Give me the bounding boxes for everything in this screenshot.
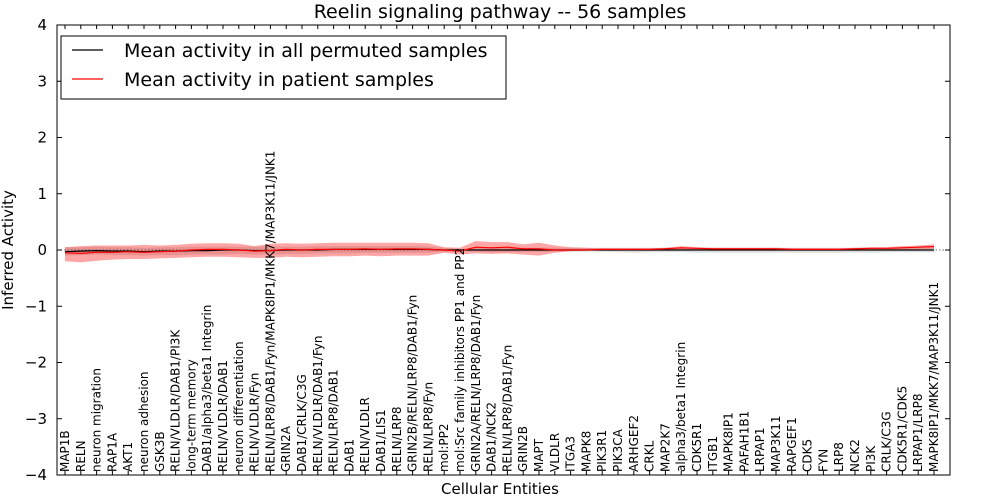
category-label: DAB1/alpha3/beta1 Integrin (200, 305, 214, 472)
category-label: PIK3CA (611, 428, 625, 472)
category-label: CDK5R1/CDK5 (895, 386, 909, 472)
category-label: RELN/VLDLR/DAB1 (216, 360, 230, 472)
category-label: DAB1/NCK2 (485, 402, 499, 472)
y-tick-label: 1 (37, 185, 47, 203)
y-tick-label: −3 (25, 410, 47, 428)
category-label: RELN/LRP8 (390, 406, 404, 472)
y-tick-label: 2 (37, 129, 47, 147)
category-label: GRIN2A/RELN/LRP8/DAB1/Fyn (469, 295, 483, 472)
category-labels: MAP1B RELN neuron migration RAP1A AKT1 neuron… (58, 151, 941, 472)
y-tick-label: 4 (37, 16, 47, 34)
category-label: neuron adhesion (137, 371, 151, 472)
category-label: mol:Src family inhibitors PP1 and PP2 (453, 248, 467, 472)
category-label: MAPK8 (579, 431, 593, 472)
category-label: FYN (816, 449, 830, 472)
y-tick-label: −4 (25, 466, 47, 484)
category-label: RELN/VLDLR/Fyn (248, 373, 262, 472)
series-line-patient (64, 246, 935, 255)
y-axis-label: Inferred Activity (0, 190, 17, 310)
category-label: PIK3R1 (595, 430, 609, 472)
y-tick-label: 3 (37, 72, 47, 90)
category-label: CDK5 (801, 439, 815, 472)
legend-label-permuted: Mean activity in all permuted samples (124, 40, 487, 62)
y-tick-label: −1 (25, 297, 47, 315)
category-label: AKT1 (121, 442, 135, 472)
category-label: GRIN2B (516, 426, 530, 472)
category-label: RELN/VLDLR/DAB1/PI3K (169, 329, 183, 472)
series-line-permuted (64, 248, 934, 253)
category-label: MAPT (532, 438, 546, 472)
category-label: RELN/VLDLR (358, 397, 372, 472)
plot-area (57, 241, 950, 263)
chart-title: Reelin signaling pathway -- 56 samples (314, 1, 687, 23)
category-label: MAP2K7 (658, 423, 672, 472)
category-label: RELN (74, 440, 88, 472)
category-label: CDK5R1 (690, 423, 704, 472)
category-label: MAPK8IP1/MKK7/MAP3K11/JNK1 (927, 282, 941, 472)
y-axis: −4 −3 −2 −1 0 1 2 3 4 (25, 16, 950, 484)
category-label: MAP1B (58, 430, 72, 472)
category-label: MAP3K11 (769, 415, 783, 472)
category-label: GRIN2A (279, 425, 293, 472)
category-label: CRKL (643, 440, 657, 472)
category-label: long-term memory (184, 359, 198, 472)
category-label: ITGB1 (706, 436, 720, 472)
category-label: MAPK8IP1 (722, 412, 736, 472)
category-label: ARHGEF2 (627, 415, 641, 472)
legend-box (60, 35, 507, 100)
category-label: GSK3B (153, 431, 167, 472)
category-label: alpha3/beta1 Integrin (674, 342, 688, 472)
y-tick-label: −2 (25, 354, 47, 372)
category-label: DAB1/LIS1 (374, 409, 388, 472)
category-label: PI3K (864, 445, 878, 472)
category-label: RAPGEF1 (785, 417, 799, 472)
category-label: CRLK/C3G (880, 411, 894, 472)
category-label: LRPAP1 (753, 427, 767, 472)
category-label: ITGA3 (564, 436, 578, 472)
category-label: mol:PP2 (437, 423, 451, 472)
category-label: RELN/VLDLR/DAB1/Fyn (311, 336, 325, 472)
category-label: RELN/LRP8/DAB1 (327, 369, 341, 472)
category-label: PAFAH1B1 (737, 411, 751, 472)
x-axis-label: Cellular Entities (441, 480, 559, 498)
category-label: LRPAP1/LRP8 (911, 393, 925, 472)
category-label: NCK2 (848, 439, 862, 472)
category-label: RELN/LRP8/DAB1/Fyn/MAPK8IP1/MKK7/MAP3K11… (263, 151, 277, 472)
series-band-patient (65, 241, 934, 263)
category-label: RELN/LRP8/DAB1/Fyn (500, 345, 514, 472)
y-tick-label: 0 (37, 241, 47, 259)
legend: Mean activity in all permuted samples Me… (60, 35, 507, 100)
category-label: DAB1/CRLK/C3G (295, 374, 309, 472)
category-label: RELN/LRP8/Fyn (421, 382, 435, 472)
category-label: RAP1A (105, 432, 119, 472)
legend-label-patient: Mean activity in patient samples (124, 69, 434, 91)
category-label: DAB1 (342, 439, 356, 472)
category-label: neuron migration (90, 368, 104, 472)
category-label: GRIN2B/RELN/LRP8/DAB1/Fyn (406, 295, 420, 472)
x-axis (64, 25, 935, 475)
category-label: neuron differentiation (232, 341, 246, 472)
category-label: LRP8 (832, 442, 846, 472)
category-label: VLDLR (548, 433, 562, 472)
